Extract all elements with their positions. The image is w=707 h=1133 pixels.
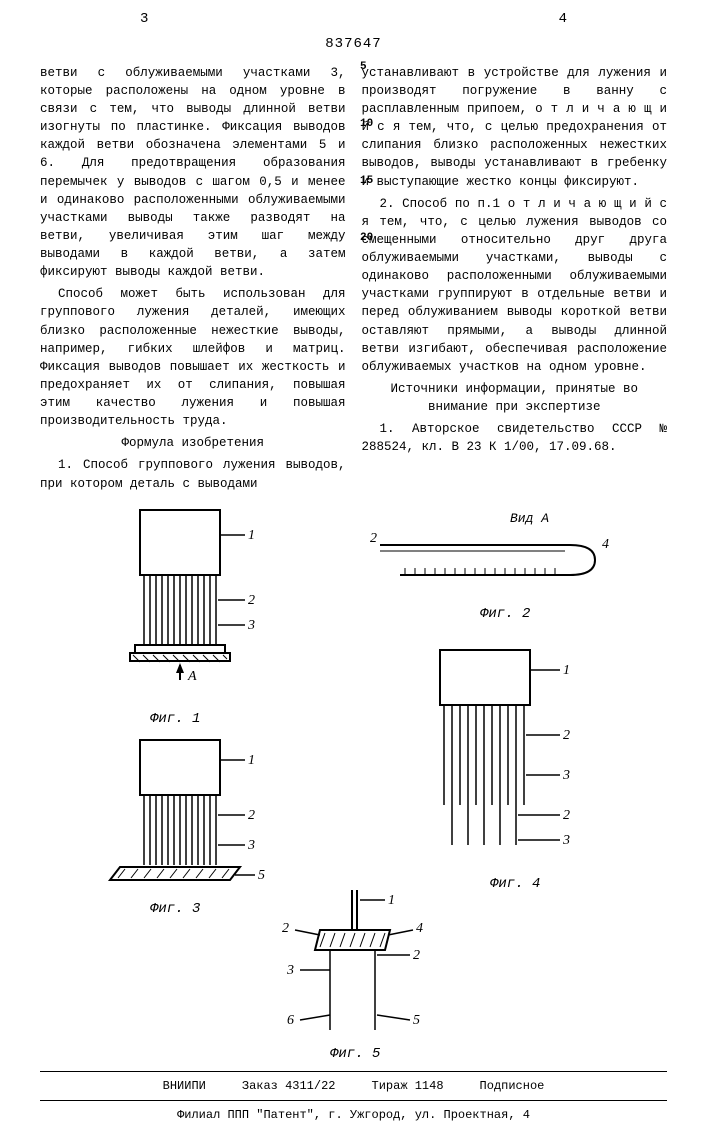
part-label: 4 (602, 537, 609, 552)
view-arrow-label: А (187, 669, 197, 684)
patent-number: 837647 (40, 35, 667, 54)
line-number-markers: 5 10 15 20 (360, 60, 373, 287)
part-label: 2 (563, 808, 570, 823)
part-label: 2 (248, 808, 255, 823)
body-paragraph: Способ может быть использован для группо… (40, 285, 346, 430)
part-label: 1 (248, 753, 255, 768)
figure-4: 1 2 3 2 3 (380, 645, 600, 875)
left-column: ветви с облуживаемыми участками 3, котор… (40, 64, 346, 497)
part-label: 2 (563, 728, 570, 743)
figure-3: 1 2 3 5 (100, 735, 280, 905)
source-reference: 1. Авторское свидетельство СССР № 288524… (362, 420, 668, 456)
right-column: устанавливают в устройстве для лужения и… (362, 64, 668, 497)
line-marker: 20 (360, 231, 373, 246)
part-label: 3 (286, 963, 294, 978)
figure-2: 2 4 (370, 530, 620, 610)
line-marker: 5 (360, 60, 373, 75)
part-label: 1 (563, 663, 570, 678)
footer-line-2: Филиал ППП "Патент", г. Ужгород, ул. Про… (40, 1100, 667, 1123)
page-number-right: 4 (559, 10, 567, 29)
footer-line-1: ВНИИПИ Заказ 4311/22 Тираж 1148 Подписно… (40, 1071, 667, 1094)
part-label: 2 (413, 948, 420, 963)
part-label: 1 (248, 528, 255, 543)
footer-order: Заказ 4311/22 (242, 1079, 336, 1093)
page-number-left: 3 (140, 10, 148, 29)
part-label: 2 (282, 921, 289, 936)
part-label: 1 (388, 893, 395, 908)
figure-1-label: Фиг. 1 (150, 710, 200, 729)
figure-1: А 1 2 3 (100, 505, 280, 715)
part-label: 2 (248, 593, 255, 608)
part-label: 3 (247, 618, 255, 633)
part-label: 2 (370, 531, 377, 546)
figure-2-label: Фиг. 2 (480, 605, 530, 624)
claim-paragraph: 2. Способ по п.1 о т л и ч а ю щ и й с я… (362, 195, 668, 376)
sources-heading: Источники информации, принятые во вниман… (362, 380, 668, 416)
text-columns: ветви с облуживаемыми участками 3, котор… (40, 64, 667, 497)
figure-5: 1 2 4 2 3 6 5 (250, 885, 470, 1055)
part-label: 4 (416, 921, 423, 936)
figure-4-label: Фиг. 4 (490, 875, 540, 894)
line-marker: 15 (360, 174, 373, 189)
part-label: 3 (562, 833, 570, 848)
part-label: 6 (287, 1013, 294, 1028)
part-label: 3 (247, 838, 255, 853)
figures-area: А 1 2 3 Фиг. 1 Вид А 2 4 (40, 505, 667, 1065)
part-label: 5 (413, 1013, 420, 1028)
footer-tirage: Тираж 1148 (372, 1079, 444, 1093)
body-paragraph: ветви с облуживаемыми участками 3, котор… (40, 64, 346, 282)
part-label: 5 (258, 868, 265, 883)
figure-3-label: Фиг. 3 (150, 900, 200, 919)
claim-paragraph: 1. Способ группового лужения выводов, пр… (40, 456, 346, 492)
formula-heading: Формула изобретения (40, 434, 346, 452)
figure-2-view-label: Вид А (510, 510, 549, 528)
figure-5-label: Фиг. 5 (330, 1045, 380, 1064)
footer-subscription: Подписное (480, 1079, 545, 1093)
line-marker: 10 (360, 117, 373, 132)
body-paragraph: устанавливают в устройстве для лужения и… (362, 64, 668, 191)
part-label: 3 (562, 768, 570, 783)
footer-publisher: ВНИИПИ (163, 1079, 206, 1093)
